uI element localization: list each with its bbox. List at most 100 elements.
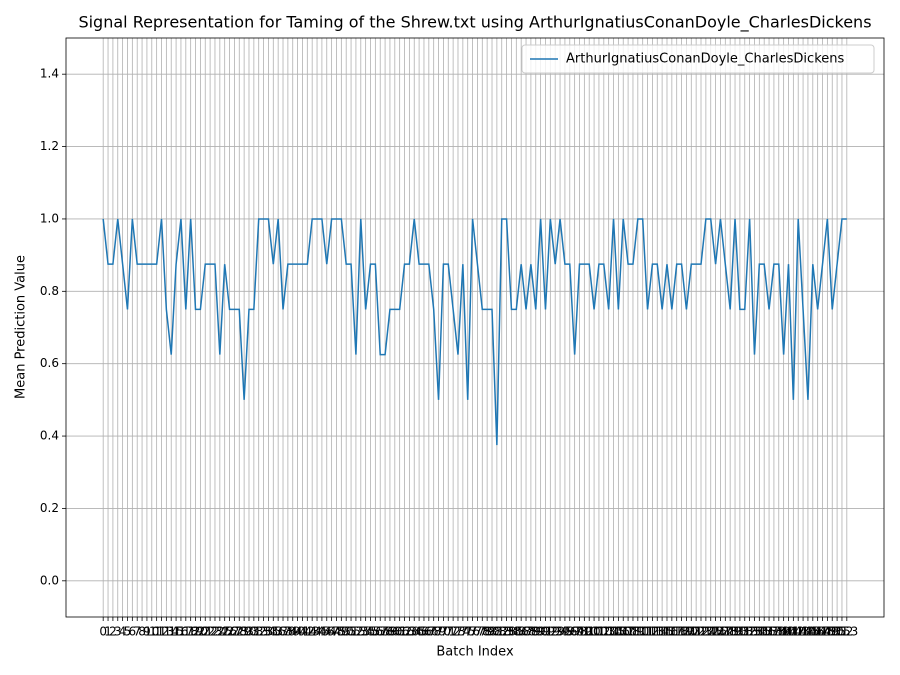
x-tick-label: 41 [295,625,310,639]
x-tick-label: 71 [441,625,456,639]
x-tick-label: 39 [285,625,300,639]
x-tick-label: 26 [222,625,237,639]
x-tick-label: 46 [319,625,334,639]
x-tick-label: 58 [377,625,392,639]
x-tick-label: 116 [656,625,679,639]
x-tick-label: 31 [246,625,261,639]
x-tick-label: 25 [217,625,232,639]
data-line [102,218,847,446]
x-tick-label: 79 [480,625,495,639]
x-tick-label: 27 [227,625,242,639]
y-tick-label: 1.4 [40,67,59,81]
x-tick-label: 106 [607,625,630,639]
x-tick-label: 151 [826,625,849,639]
x-tick-label: 141 [777,625,800,639]
x-tick-label: 120 [675,625,698,639]
x-tick-label: 15 [168,625,183,639]
x-tick-label: 94 [552,625,567,639]
x-tick-label: 152 [831,625,854,639]
x-tick-label: 126 [704,625,727,639]
x-tick-label: 97 [567,625,582,639]
x-tick-label: 98 [572,625,587,639]
x-tick-label: 124 [694,625,717,639]
x-axis-label: Batch Index [436,645,514,660]
x-tick-label: 95 [557,625,572,639]
x-tick-label: 48 [329,625,344,639]
x-tick-label: 128 [714,625,737,639]
legend-box [521,44,875,74]
x-tick-label: 89 [528,625,543,639]
x-tick-label: 129 [719,625,742,639]
x-tick-label: 130 [724,625,747,639]
x-tick-label: 140 [772,625,795,639]
y-tick-label: 0.2 [40,501,59,515]
x-tick-label: 57 [373,625,388,639]
x-tick-label: 82 [494,625,509,639]
x-tick-label: 81 [489,625,504,639]
x-tick-label: 36 [271,625,286,639]
x-tick-label: 61 [392,625,407,639]
x-tick-label: 35 [266,625,281,639]
x-tick-label: 22 [202,625,217,639]
x-tick-label: 91 [538,625,553,639]
x-tick-label: 114 [646,625,669,639]
x-tick-label: 153 [835,625,858,639]
x-tick-label: 13 [159,625,174,639]
x-tick-label: 76 [465,625,480,639]
plot-frame [65,37,885,618]
x-tick-label: 32 [251,625,266,639]
x-tick-label: 8 [138,625,146,639]
x-tick-label: 14 [164,625,179,639]
x-tick-label: 122 [685,625,708,639]
x-tick-label: 47 [324,625,339,639]
x-tick-label: 45 [314,625,329,639]
x-tick-label: 42 [300,625,315,639]
y-tick-label: 1.0 [40,211,59,225]
x-tick-label: 131 [728,625,751,639]
y-axis-label: Mean Prediction Value [14,255,29,399]
x-tick-label: 142 [782,625,805,639]
x-tick-label: 38 [280,625,295,639]
x-tick-label: 66 [416,625,431,639]
x-tick-label: 33 [256,625,271,639]
x-tick-label: 119 [670,625,693,639]
x-tick-label: 21 [198,625,213,639]
x-tick-label: 37 [275,625,290,639]
x-tick-label: 143 [787,625,810,639]
x-tick-label: 19 [188,625,203,639]
x-tick-label: 74 [455,625,470,639]
x-tick-label: 9 [143,625,151,639]
x-tick-label: 138 [762,625,785,639]
x-tick-label: 87 [518,625,533,639]
x-tick-label: 4 [119,625,127,639]
y-tick-label: 0.0 [40,573,59,587]
x-tick-label: 7 [133,625,141,639]
x-tick-label: 29 [236,625,251,639]
x-tick-label: 56 [368,625,383,639]
x-tick-label: 73 [450,625,465,639]
x-tick-label: 118 [665,625,688,639]
legend: ArthurIgnatiusConanDoyle_CharlesDickens [521,44,875,74]
x-tick-label: 145 [796,625,819,639]
x-tick-label: 146 [801,625,824,639]
x-tick-label: 28 [232,625,247,639]
x-tick-label: 5 [124,625,132,639]
x-tick-label: 72 [445,625,460,639]
x-tick-label: 85 [509,625,524,639]
x-tick-label: 64 [407,625,422,639]
x-tick-label: 109 [622,625,645,639]
x-tick-label: 93 [548,625,563,639]
x-tick-label: 44 [309,625,324,639]
x-tick-label: 53 [353,625,368,639]
x-tick-label: 86 [514,625,529,639]
x-tick-label: 52 [348,625,363,639]
x-tick-label: 136 [753,625,776,639]
chart-title: Signal Representation for Taming of the … [78,13,871,33]
x-tick-label: 111 [631,625,654,639]
x-tick-label: 34 [261,625,276,639]
x-tick-label: 49 [334,625,349,639]
x-tick-label: 54 [358,625,373,639]
x-tick-label: 43 [305,625,320,639]
